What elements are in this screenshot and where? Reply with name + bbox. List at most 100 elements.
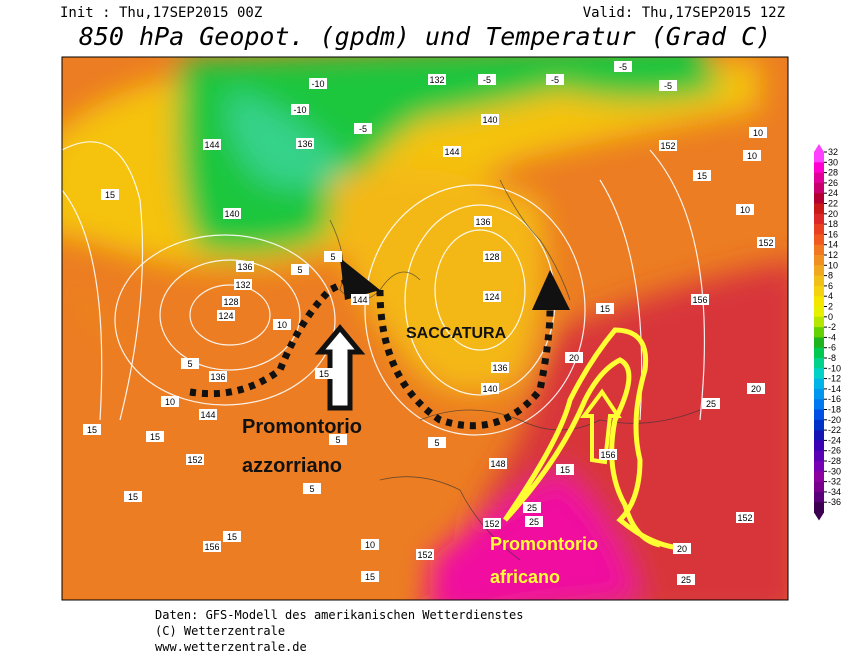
map: 144 136 132 -5 -5 140 144 140 136 132 128 124 5 136 14… — [62, 57, 788, 600]
contour-label: 152 — [186, 454, 204, 465]
label-bg — [303, 483, 321, 494]
colorbar-label: 24 — [828, 188, 838, 198]
contour-label: 10 — [361, 539, 379, 550]
label-bg — [351, 294, 369, 305]
contour-label: 156 — [691, 294, 709, 305]
colorbar-swatch — [814, 471, 824, 482]
label-bg — [489, 458, 507, 469]
label-text: 25 — [529, 517, 539, 527]
contour-label: 136 — [209, 371, 227, 382]
colorbar-swatch — [814, 193, 824, 204]
annotation: africano — [490, 567, 560, 587]
label-text: 156 — [204, 542, 219, 552]
label-text: 15 — [227, 532, 237, 542]
contour-label: 25 — [523, 502, 541, 513]
label-text: -5 — [664, 81, 672, 91]
label-text: 10 — [753, 128, 763, 138]
label-text: 152 — [484, 519, 499, 529]
contour-label: 20 — [747, 383, 765, 394]
label-bg — [203, 139, 221, 150]
label-bg — [124, 491, 142, 502]
label-text: 132 — [235, 280, 250, 290]
label-bg — [223, 208, 241, 219]
label-bg — [736, 204, 754, 215]
colorbar-label: -20 — [828, 415, 841, 425]
label-text: 136 — [210, 372, 225, 382]
label-text: 128 — [484, 252, 499, 262]
label-bg — [673, 543, 691, 554]
label-text: -5 — [619, 62, 627, 72]
colorbar: 32302826242220181614121086420-2-4-6-8-10… — [814, 144, 841, 521]
label-text: 20 — [751, 384, 761, 394]
label-text: 15 — [87, 425, 97, 435]
label-text: 148 — [490, 459, 505, 469]
label-text: 10 — [277, 320, 287, 330]
colorbar-swatch — [814, 409, 824, 421]
contour-label: 15 — [556, 464, 574, 475]
colorbar-swatch — [814, 172, 824, 184]
label-text: 124 — [218, 311, 233, 321]
contour-label: 15 — [223, 531, 241, 542]
label-bg — [659, 140, 677, 151]
label-text: 15 — [150, 432, 160, 442]
colorbar-swatch — [814, 182, 824, 194]
label-bg — [428, 74, 446, 85]
colorbar-label: -36 — [828, 497, 841, 507]
contour-label: 128 — [222, 296, 240, 307]
contour-label: 152 — [736, 512, 754, 523]
label-bg — [481, 114, 499, 125]
contour-label: -5 — [659, 80, 677, 91]
annotation: Promontorio — [490, 534, 598, 554]
label-bg — [677, 574, 695, 585]
contour-label: 15 — [124, 491, 142, 502]
contour-label: 10 — [743, 150, 761, 161]
label-bg — [291, 104, 309, 115]
label-text: -5 — [551, 75, 559, 85]
label-text: 25 — [527, 503, 537, 513]
colorbar-swatch — [814, 244, 824, 256]
label-bg — [702, 398, 720, 409]
contour-label: 144 — [203, 139, 221, 150]
label-bg — [296, 138, 314, 149]
label-bg — [199, 409, 217, 420]
label-text: 10 — [740, 205, 750, 215]
colorbar-swatch — [814, 481, 824, 493]
contour-label: 136 — [491, 362, 509, 373]
label-bg — [747, 383, 765, 394]
contour-label: -5 — [546, 74, 564, 85]
label-bg — [324, 251, 342, 262]
colorbar-swatch — [814, 502, 824, 513]
label-text: 140 — [482, 384, 497, 394]
contour-label: 10 — [273, 319, 291, 330]
label-bg — [203, 541, 221, 552]
colorbar-label: 2 — [828, 302, 833, 312]
contour-label: 20 — [673, 543, 691, 554]
contour-label: 5 — [303, 483, 321, 494]
colorbar-swatch — [814, 347, 824, 359]
colorbar-label: -24 — [828, 435, 841, 445]
label-bg — [556, 464, 574, 475]
label-bg — [659, 80, 677, 91]
label-bg — [596, 303, 614, 314]
colorbar-label: -4 — [828, 332, 836, 342]
contour-label: 148 — [489, 458, 507, 469]
colorbar-label: -28 — [828, 456, 841, 466]
colorbar-label: 6 — [828, 281, 833, 291]
colorbar-label: -34 — [828, 487, 841, 497]
colorbar-swatch — [814, 234, 824, 245]
colorbar-swatch — [814, 461, 824, 472]
contour-label: 5 — [181, 358, 199, 369]
label-bg — [546, 74, 564, 85]
label-text: 152 — [187, 455, 202, 465]
label-text: 140 — [482, 115, 497, 125]
contour-label: 25 — [702, 398, 720, 409]
contour-label: 124 — [217, 310, 235, 321]
contour-label: 140 — [481, 114, 499, 125]
contour-label: -10 — [291, 104, 309, 115]
colorbar-cap — [814, 512, 824, 521]
colorbar-label: 8 — [828, 271, 833, 281]
label-bg — [273, 319, 291, 330]
contour-label: 25 — [525, 516, 543, 527]
label-bg — [743, 150, 761, 161]
contour-label: -10 — [309, 78, 327, 89]
